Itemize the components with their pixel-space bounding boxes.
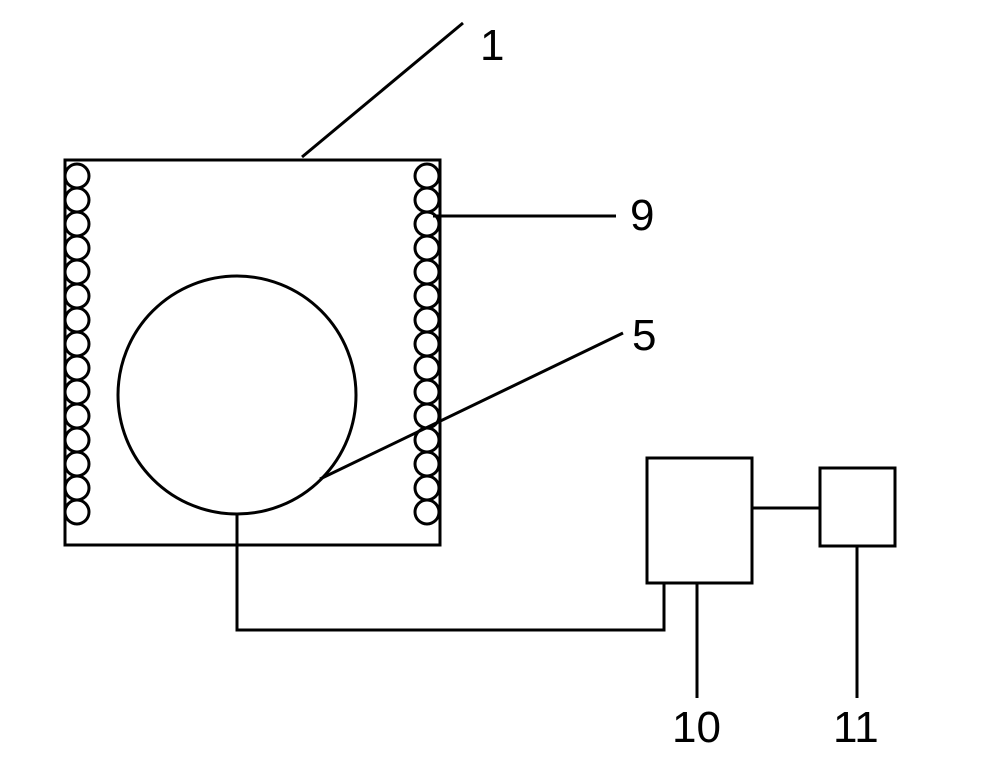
labels.l11.text: 11 [833, 703, 879, 752]
coil-right-5 [415, 284, 439, 308]
coil-left-4 [65, 260, 89, 284]
box-10 [647, 458, 752, 583]
coil-right-0 [415, 164, 439, 188]
coil-left-13 [65, 476, 89, 500]
main-box [65, 160, 440, 545]
coil-right-1 [415, 188, 439, 212]
leader-l1 [302, 23, 463, 157]
coil-left-14 [65, 500, 89, 524]
labels.l9.text: 9 [630, 191, 654, 240]
coil-left-12 [65, 452, 89, 476]
coil-right-12 [415, 452, 439, 476]
labels.l10.text: 10 [672, 703, 721, 752]
coil-right-4 [415, 260, 439, 284]
coil-right-13 [415, 476, 439, 500]
labels.l1.text: 1 [480, 21, 504, 70]
coil-left-0 [65, 164, 89, 188]
box-11 [820, 468, 895, 546]
coil-right-6 [415, 308, 439, 332]
coil-right-7 [415, 332, 439, 356]
wire-circle-to-10 [237, 514, 664, 630]
coil-right-3 [415, 236, 439, 260]
coil-right-8 [415, 356, 439, 380]
coil-left-11 [65, 428, 89, 452]
coil-left-2 [65, 212, 89, 236]
coil-left-9 [65, 380, 89, 404]
coil-left-1 [65, 188, 89, 212]
coil-left-3 [65, 236, 89, 260]
coil-right-14 [415, 500, 439, 524]
coil-left-5 [65, 284, 89, 308]
leader-l5 [320, 333, 623, 479]
coil-left-10 [65, 404, 89, 428]
labels.l5.text: 5 [632, 311, 656, 360]
coil-left-6 [65, 308, 89, 332]
coil-left-7 [65, 332, 89, 356]
coil-right-9 [415, 380, 439, 404]
coil-left-8 [65, 356, 89, 380]
